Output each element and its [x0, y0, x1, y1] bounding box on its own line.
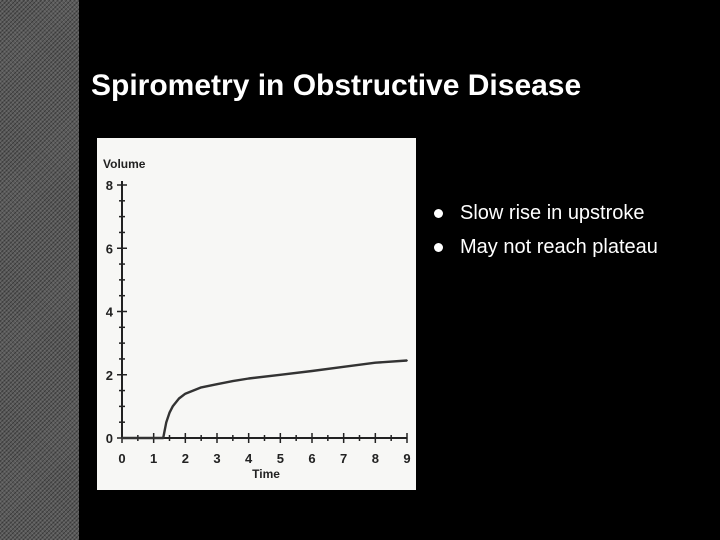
data-point — [342, 365, 345, 368]
data-point — [162, 437, 165, 439]
y-tick-label: 8 — [106, 178, 113, 193]
x-tick-label: 5 — [277, 451, 284, 466]
x-tick-label: 6 — [308, 451, 315, 466]
series-line — [122, 359, 408, 440]
data-point — [171, 405, 174, 408]
data-point — [279, 373, 282, 376]
data-point — [406, 359, 408, 362]
y-tick-label: 6 — [106, 241, 113, 256]
bullet-item: May not reach plateau — [432, 230, 658, 264]
data-point — [184, 392, 187, 395]
bullet-item: Slow rise in upstroke — [432, 196, 658, 230]
x-tick-label: 9 — [403, 451, 410, 466]
x-tick-label: 1 — [150, 451, 157, 466]
bullet-dot — [434, 243, 443, 252]
data-point — [165, 421, 168, 424]
x-tick-label: 4 — [245, 451, 253, 466]
data-point — [168, 411, 171, 414]
y-axis-label: Volume — [103, 157, 146, 171]
data-point — [178, 397, 180, 400]
y-tick-label: 4 — [106, 305, 114, 320]
x-tick-label: 3 — [213, 451, 220, 466]
data-point — [374, 361, 377, 364]
slide-title: Spirometry in Obstructive Disease — [91, 69, 582, 102]
x-tick-label: 8 — [372, 451, 379, 466]
y-tick-label: 2 — [106, 368, 113, 383]
data-point — [231, 380, 234, 382]
data-point — [152, 437, 155, 439]
data-point — [311, 370, 313, 372]
data-point — [247, 377, 250, 380]
data-point — [121, 437, 123, 439]
x-tick-label: 0 — [118, 451, 125, 466]
y-tick-label: 0 — [106, 431, 113, 446]
x-tick-label: 7 — [340, 451, 347, 466]
data-point — [216, 383, 218, 386]
x-axis-label: Time — [252, 467, 280, 481]
bullet-text: May not reach plateau — [460, 236, 658, 258]
bullet-list: Slow rise in upstroke May not reach plat… — [432, 196, 658, 264]
side-strip — [0, 0, 79, 540]
bullet-text: Slow rise in upstroke — [460, 202, 645, 224]
spirometry-chart: 0 2 4 6 8 0 1 2 3 4 5 6 7 8 9 Volume Time — [97, 138, 416, 490]
chart-svg: 0 2 4 6 8 0 1 2 3 4 5 6 7 8 9 Volume Time — [103, 157, 411, 481]
bullet-dot — [434, 209, 443, 218]
x-tick-label: 2 — [182, 451, 189, 466]
data-point — [200, 386, 203, 389]
